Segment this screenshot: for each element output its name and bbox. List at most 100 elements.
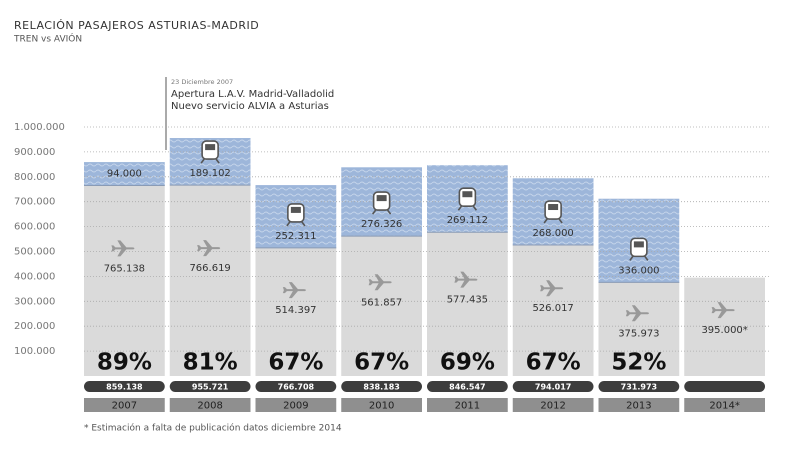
year-box bbox=[598, 398, 680, 412]
total-label: 955.721 bbox=[192, 383, 229, 392]
plane-icon bbox=[282, 282, 306, 299]
train-legs bbox=[286, 221, 306, 227]
year-box bbox=[169, 398, 251, 412]
year-box bbox=[427, 398, 508, 412]
train-value-label: 94.000 bbox=[107, 168, 142, 179]
bar-segment bbox=[341, 236, 422, 376]
total-pill bbox=[255, 381, 337, 392]
total-label: 766.708 bbox=[278, 383, 315, 392]
year-box bbox=[684, 398, 765, 412]
footnote: * Estimación a falta de publicación dato… bbox=[84, 423, 342, 434]
total-label: 731.973 bbox=[621, 383, 657, 392]
train-value-label: 276.326 bbox=[361, 219, 402, 230]
year-box bbox=[84, 398, 165, 412]
bar-segment bbox=[427, 232, 508, 376]
y-tick-label: 800.000 bbox=[14, 172, 55, 183]
year-box bbox=[341, 398, 422, 412]
plane-value-label: 395.000* bbox=[701, 325, 747, 336]
total-label: 838.183 bbox=[363, 383, 399, 392]
share-label: 52% bbox=[611, 350, 666, 376]
total-pill bbox=[341, 381, 422, 392]
plane-icon bbox=[197, 240, 221, 257]
bar-segment bbox=[598, 282, 680, 376]
train-legs bbox=[371, 209, 392, 215]
train-window bbox=[462, 191, 473, 198]
year-box bbox=[512, 398, 594, 412]
x-tick-label: 2009 bbox=[283, 401, 308, 412]
chart-title: RELACIÓN PASAJEROS ASTURIAS-MADRID bbox=[14, 19, 259, 32]
train-window bbox=[376, 195, 387, 202]
bar-segment bbox=[255, 247, 337, 376]
x-tick-label: 2011 bbox=[455, 401, 480, 412]
chart-subtitle: TREN vs AVIÓN bbox=[13, 33, 82, 45]
y-tick-label: 900.000 bbox=[14, 147, 55, 158]
plane-value-label: 765.138 bbox=[104, 263, 145, 274]
train-window bbox=[548, 204, 559, 211]
x-tick-label: 2014* bbox=[709, 401, 739, 412]
total-pill bbox=[684, 381, 765, 392]
total-pill bbox=[427, 381, 508, 392]
y-tick-label: 100.000 bbox=[14, 346, 55, 357]
share-label: 67% bbox=[354, 350, 409, 376]
train-value-label: 269.112 bbox=[447, 215, 488, 226]
total-label: 846.547 bbox=[449, 383, 485, 392]
bar-segment bbox=[684, 277, 765, 376]
train-window bbox=[205, 144, 216, 151]
bar-segment bbox=[512, 245, 594, 376]
y-tick-label: 500.000 bbox=[14, 247, 55, 258]
annotation-text: Apertura L.A.V. Madrid-Valladolid bbox=[171, 89, 334, 100]
y-tick-label: 700.000 bbox=[14, 197, 55, 208]
x-tick-label: 2012 bbox=[540, 401, 565, 412]
share-label: 81% bbox=[183, 350, 238, 376]
x-tick-label: 2008 bbox=[197, 401, 222, 412]
plane-icon bbox=[454, 271, 478, 288]
x-tick-label: 2007 bbox=[112, 401, 137, 412]
bar-segment bbox=[84, 185, 165, 376]
total-pill bbox=[169, 381, 251, 392]
plane-value-label: 375.973 bbox=[618, 328, 659, 339]
total-pill bbox=[598, 381, 680, 392]
y-tick-label: 1.000.000 bbox=[14, 122, 65, 133]
grid bbox=[84, 126, 770, 352]
annotation-text: Nuevo servicio ALVIA a Asturias bbox=[171, 101, 329, 112]
total-pill bbox=[84, 381, 165, 392]
share-label: 89% bbox=[97, 350, 152, 376]
y-tick-label: 300.000 bbox=[14, 296, 55, 307]
plane-icon bbox=[711, 302, 735, 319]
plane-icon bbox=[625, 305, 649, 322]
train-value-label: 189.102 bbox=[189, 168, 230, 179]
train-legs bbox=[200, 158, 220, 164]
y-tick-label: 400.000 bbox=[14, 271, 55, 282]
train-legs bbox=[457, 205, 478, 211]
plane-value-label: 766.619 bbox=[189, 263, 230, 274]
bar-segment bbox=[84, 162, 165, 186]
total-label: 859.138 bbox=[106, 383, 143, 392]
train-legs bbox=[543, 218, 563, 224]
y-tick-label: 200.000 bbox=[14, 321, 55, 332]
share-label: 67% bbox=[268, 350, 323, 376]
train-value-label: 336.000 bbox=[618, 265, 659, 276]
total-label: 794.017 bbox=[535, 383, 571, 392]
plane-value-label: 577.435 bbox=[447, 295, 488, 306]
train-legs bbox=[629, 255, 649, 261]
year-box bbox=[255, 398, 337, 412]
train-window bbox=[633, 241, 644, 248]
train-window bbox=[290, 206, 301, 213]
annotation-date: 23 Diciembre 2007 bbox=[171, 78, 233, 86]
bar-segment bbox=[169, 185, 251, 376]
plane-value-label: 561.857 bbox=[361, 297, 402, 308]
share-label: 69% bbox=[440, 350, 495, 376]
bars bbox=[84, 138, 765, 376]
plane-value-label: 514.397 bbox=[275, 305, 316, 316]
x-tick-label: 2010 bbox=[369, 401, 394, 412]
plane-icon bbox=[368, 274, 392, 291]
share-label: 67% bbox=[526, 350, 581, 376]
plane-icon bbox=[540, 280, 564, 297]
total-pill bbox=[512, 381, 594, 392]
plane-icon bbox=[111, 240, 135, 257]
train-value-label: 268.000 bbox=[532, 228, 573, 239]
y-tick-label: 600.000 bbox=[14, 222, 55, 233]
train-value-label: 252.311 bbox=[275, 231, 316, 242]
plane-value-label: 526.017 bbox=[532, 303, 573, 314]
